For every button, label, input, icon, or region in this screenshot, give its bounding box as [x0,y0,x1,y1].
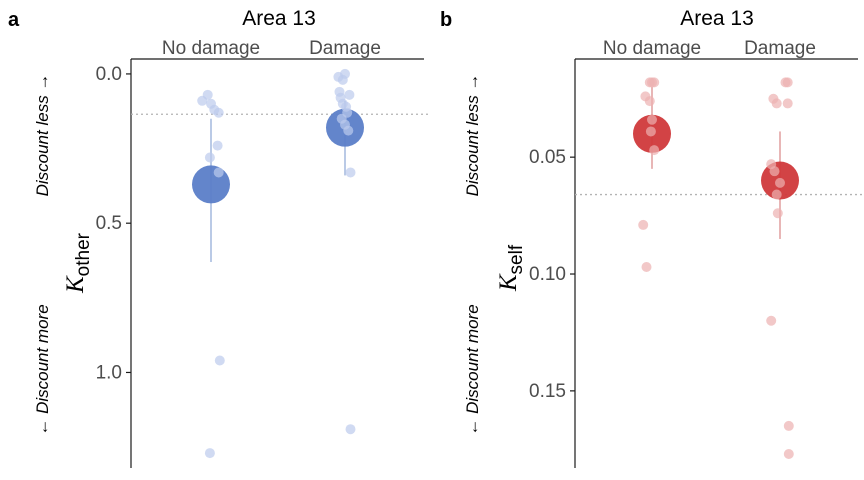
panel-a: a Area 13 No damage Damage 0.0 0.5 1.0 Dis… [8,7,429,468]
panel-b-marks [633,77,799,459]
damage-data-point [340,68,350,79]
damage-data-point [345,424,356,435]
panel-b: b Area 13 No damage Damage 0.050.100.15 … [440,7,863,468]
panel-a-letter: a [8,9,20,31]
damage-data-point [771,189,782,200]
damage-data-point [343,125,354,136]
panel-b-title: Area 13 [680,7,754,30]
no-damage-data-point [641,262,652,273]
y-tick-label: 0.05 [529,147,566,168]
damage-data-point [766,315,777,326]
damage-data-point [345,167,356,178]
panel-a-y-axis-symbol: K [62,275,89,294]
no-damage-data-point [649,145,660,156]
y-tick-label: 0.5 [96,213,122,234]
no-damage-data-point [647,114,657,125]
y-tick-label: 0.15 [529,381,566,402]
panel-b-ticks: 0.05 0.10 0.15 [529,147,575,402]
panel-a-marks [192,68,364,459]
no-damage-data-point [644,96,655,107]
panel-a-category-damage: Damage [309,38,381,59]
panel-b-category-no-damage: No damage [603,38,701,59]
no-damage-data-point [212,140,223,151]
damage-data-point [783,420,794,431]
panel-b-y-axis-subscript: self [506,244,527,274]
y-tick-label: 0.10 [529,264,566,285]
no-damage-data-point [204,448,215,459]
y-tick-label: 1.0 [96,362,122,383]
panel-a-y-axis-subscript: other [73,232,94,276]
damage-data-point [772,208,783,219]
panel-b-discount-more-label: ← Discount more [463,304,482,435]
damage-data-point [771,98,782,109]
damage-data-point [775,177,785,188]
no-damage-data-point [213,107,224,118]
panel-b-y-axis-symbol: K [495,273,522,292]
damage-data-point [782,77,793,88]
panel-a-title: Area 13 [242,7,316,30]
y-tick-label: 0.0 [96,64,122,85]
no-damage-data-point [647,77,657,88]
no-damage-data-point [197,95,208,106]
damage-data-point [782,98,793,109]
panel-a-discount-more-label: ← Discount more [33,304,52,435]
panel-a-y-axis-title: Kother [62,232,94,294]
panel-b-y-axis-title: Kself [495,244,527,292]
no-damage-data-point [638,219,649,230]
panel-b-category-damage: Damage [744,38,816,59]
no-damage-mean-point [192,165,230,204]
no-damage-data-point [204,152,215,163]
panel-a-category-no-damage: No damage [162,38,260,59]
no-damage-data-point [213,167,224,178]
damage-data-point [783,448,794,459]
no-damage-data-point [645,126,656,137]
panel-a-ticks: 0.0 0.5 1.0 [96,64,131,383]
panel-a-discount-less-label: Discount less → [33,74,52,197]
damage-data-point [769,166,780,177]
damage-data-point [344,89,355,100]
panel-b-letter: b [440,9,452,31]
no-damage-data-point [214,355,225,366]
panel-b-discount-less-label: Discount less → [463,74,482,197]
